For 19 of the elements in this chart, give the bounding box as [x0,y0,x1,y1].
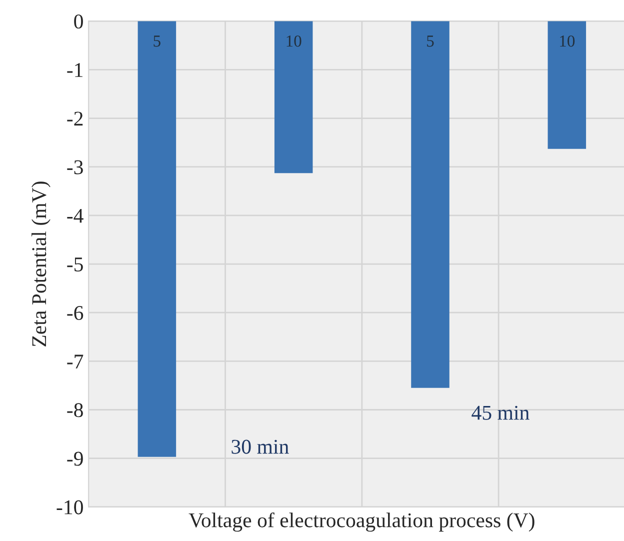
x-tick-label: 10 [560,35,575,47]
y-tick-label: -9 [67,452,83,466]
x-tick-label: 10 [286,35,302,47]
y-tick-label: 0 [74,14,83,29]
annotation: 45 min [472,406,530,420]
y-axis-title: Zeta Potential (mV) [32,182,50,346]
x-axis-title: Voltage of electrocoagulation process (V) [188,512,534,532]
y-tick-label: -7 [67,354,84,368]
y-tick-label: -2 [67,112,83,126]
y-tick-label: -3 [67,160,83,174]
y-tick-label: -4 [67,208,84,223]
y-tick-label: -8 [67,403,83,418]
y-tick-label: -5 [67,258,83,272]
annotation: 30 min [232,440,289,454]
y-tick-label: -6 [67,306,84,320]
y-tick-label: -10 [56,500,83,514]
y-tick-label: -1 [67,63,82,77]
x-tick-label: 5 [427,36,434,47]
x-tick-label: 5 [154,36,160,47]
